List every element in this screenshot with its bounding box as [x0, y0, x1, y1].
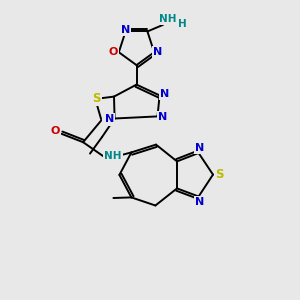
Text: N: N: [105, 114, 114, 124]
Text: N: N: [196, 142, 205, 153]
Text: S: S: [92, 92, 101, 105]
Text: NH: NH: [159, 14, 176, 24]
Text: N: N: [160, 89, 169, 99]
Text: S: S: [215, 168, 224, 181]
Text: H: H: [178, 19, 187, 29]
Text: NH: NH: [104, 151, 122, 161]
Text: O: O: [51, 126, 60, 136]
Text: N: N: [196, 197, 205, 207]
Text: N: N: [158, 112, 167, 122]
Text: N: N: [121, 25, 130, 35]
Text: N: N: [153, 46, 162, 57]
Text: O: O: [109, 47, 118, 57]
